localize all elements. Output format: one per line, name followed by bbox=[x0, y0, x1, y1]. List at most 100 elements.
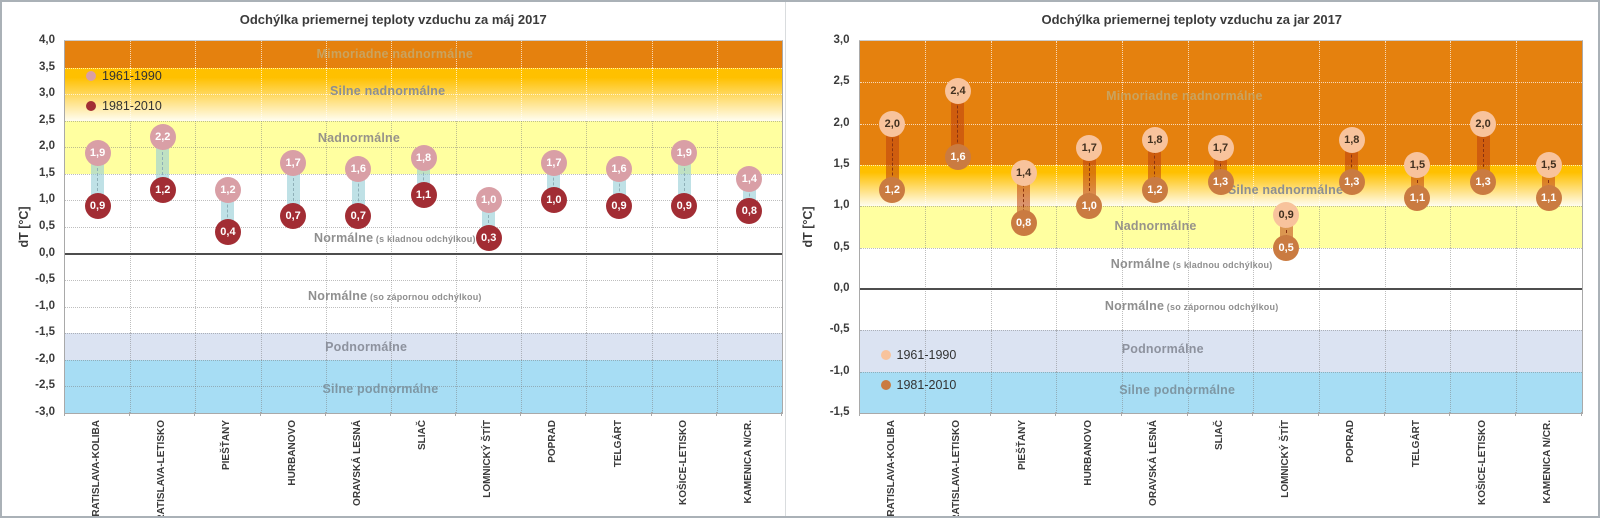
v-gridline bbox=[130, 333, 132, 360]
v-gridline bbox=[521, 67, 523, 121]
x-tick-mark bbox=[1317, 412, 1319, 416]
data-dot-period2: 1,2 bbox=[879, 176, 906, 203]
v-gridline bbox=[1318, 165, 1320, 207]
h-gridline bbox=[859, 123, 1582, 125]
v-gridline bbox=[1122, 247, 1124, 289]
band-0 bbox=[65, 41, 782, 68]
range-dash-line bbox=[227, 189, 229, 233]
data-dot-period1: 2,2 bbox=[149, 123, 176, 150]
v-gridline bbox=[456, 253, 458, 334]
data-dot-period1: 1,5 bbox=[1404, 152, 1431, 178]
y-tick-label: 2,0 bbox=[833, 116, 850, 129]
v-gridline bbox=[1384, 289, 1386, 331]
v-gridline bbox=[1187, 371, 1189, 413]
v-gridline bbox=[1253, 165, 1255, 207]
data-dot-period2: 1,3 bbox=[1338, 168, 1365, 195]
band-label-1: Silne nadnormálne bbox=[1228, 183, 1343, 197]
v-gridline bbox=[1384, 41, 1386, 165]
v-gridline bbox=[586, 41, 588, 68]
legend-dot-icon bbox=[86, 71, 96, 81]
data-dot-period1: 1,7 bbox=[1076, 135, 1103, 162]
data-dot-period2: 1,6 bbox=[944, 143, 971, 170]
range-dash-line bbox=[683, 152, 685, 206]
v-gridline bbox=[1384, 165, 1386, 207]
v-gridline bbox=[990, 41, 992, 165]
data-dot-period2: 1,3 bbox=[1470, 168, 1497, 195]
v-gridline bbox=[1187, 165, 1189, 207]
range-dash-line bbox=[1482, 123, 1484, 182]
range-dash-line bbox=[748, 179, 750, 212]
v-gridline bbox=[521, 333, 523, 360]
data-dot-period2: 1,0 bbox=[540, 187, 567, 214]
data-dot-period2: 0,9 bbox=[671, 192, 698, 219]
station-label: TELGÁRT bbox=[1410, 420, 1422, 468]
v-gridline bbox=[925, 247, 927, 289]
station-label: KOŠICE-LETISKO bbox=[1476, 420, 1488, 506]
v-gridline bbox=[925, 330, 927, 372]
legend: 1961-1990 1981-2010 bbox=[880, 344, 957, 404]
h-gridline bbox=[859, 206, 1582, 208]
v-gridline bbox=[586, 120, 588, 174]
legend-item-period1: 1961-1990 bbox=[880, 344, 957, 366]
data-dot-period2: 0,8 bbox=[736, 198, 763, 225]
band-sublabel-text: (s kladnou odchýlkou) bbox=[1170, 260, 1273, 271]
v-gridline bbox=[325, 120, 327, 174]
x-tick-mark bbox=[1449, 412, 1451, 416]
plot-area: Mimoriadne nadnormálne Silne nadnormálne N… bbox=[858, 40, 1583, 414]
v-gridline bbox=[716, 120, 718, 174]
v-gridline bbox=[716, 253, 718, 334]
v-gridline bbox=[651, 253, 653, 334]
station-label: PIEŠŤANY bbox=[221, 420, 233, 471]
v-gridline bbox=[1515, 41, 1517, 165]
x-tick-mark bbox=[259, 412, 261, 416]
data-dot-period2: 1,0 bbox=[1076, 193, 1103, 220]
station-label: POPRAD bbox=[1345, 420, 1357, 463]
v-gridline bbox=[195, 41, 197, 68]
legend-label: 1961-1990 bbox=[896, 348, 957, 362]
v-gridline bbox=[925, 371, 927, 413]
v-gridline bbox=[1450, 247, 1452, 289]
data-dot-period2: 0,3 bbox=[475, 224, 502, 251]
v-gridline bbox=[990, 165, 992, 207]
data-dot-period2: 0,9 bbox=[84, 192, 111, 219]
v-gridline bbox=[651, 359, 653, 413]
v-gridline bbox=[1318, 41, 1320, 165]
v-gridline bbox=[1056, 289, 1058, 331]
station-label: ORAVSKÁ LESNÁ bbox=[1148, 420, 1160, 506]
band-6 bbox=[859, 371, 1582, 413]
y-tick-label: 3,0 bbox=[39, 87, 55, 100]
data-dot-period2: 1,3 bbox=[1207, 168, 1234, 195]
y-tick-label: -3,0 bbox=[35, 406, 55, 418]
v-gridline bbox=[130, 173, 132, 254]
v-gridline bbox=[1253, 41, 1255, 165]
v-gridline bbox=[1450, 289, 1452, 331]
v-gridline bbox=[1384, 206, 1386, 248]
x-tick-mark bbox=[1186, 412, 1188, 416]
v-gridline bbox=[1515, 206, 1517, 248]
v-gridline bbox=[1515, 330, 1517, 372]
band-label-text: Normálne bbox=[308, 289, 368, 304]
zero-axis-line bbox=[65, 252, 782, 255]
data-dot-period1: 2,0 bbox=[879, 110, 906, 137]
legend-label: 1981-2010 bbox=[102, 99, 162, 113]
x-tick-mark bbox=[1383, 412, 1385, 416]
v-gridline bbox=[1253, 247, 1255, 289]
x-tick-mark bbox=[1055, 412, 1057, 416]
v-gridline bbox=[1122, 41, 1124, 165]
station-label: LOMNICKÝ ŠTÍT bbox=[1279, 420, 1291, 498]
v-gridline bbox=[195, 67, 197, 121]
v-gridline bbox=[1187, 247, 1189, 289]
band-label-3: Normálne (s kladnou odchýlkou) bbox=[314, 231, 476, 245]
station-label: PIEŠŤANY bbox=[1017, 420, 1029, 471]
band-5 bbox=[65, 333, 782, 360]
legend-item-period2: 1981-2010 bbox=[86, 95, 162, 117]
range-dash-line bbox=[1220, 148, 1222, 182]
x-tick-mark bbox=[64, 412, 65, 416]
range-dash-line bbox=[423, 157, 424, 196]
station-label: TELGÁRT bbox=[612, 420, 624, 468]
y-tick-label: -0,5 bbox=[829, 323, 850, 336]
v-gridline bbox=[390, 67, 392, 121]
v-gridline bbox=[1253, 206, 1255, 248]
data-dot-period1: 2,0 bbox=[1470, 110, 1497, 137]
